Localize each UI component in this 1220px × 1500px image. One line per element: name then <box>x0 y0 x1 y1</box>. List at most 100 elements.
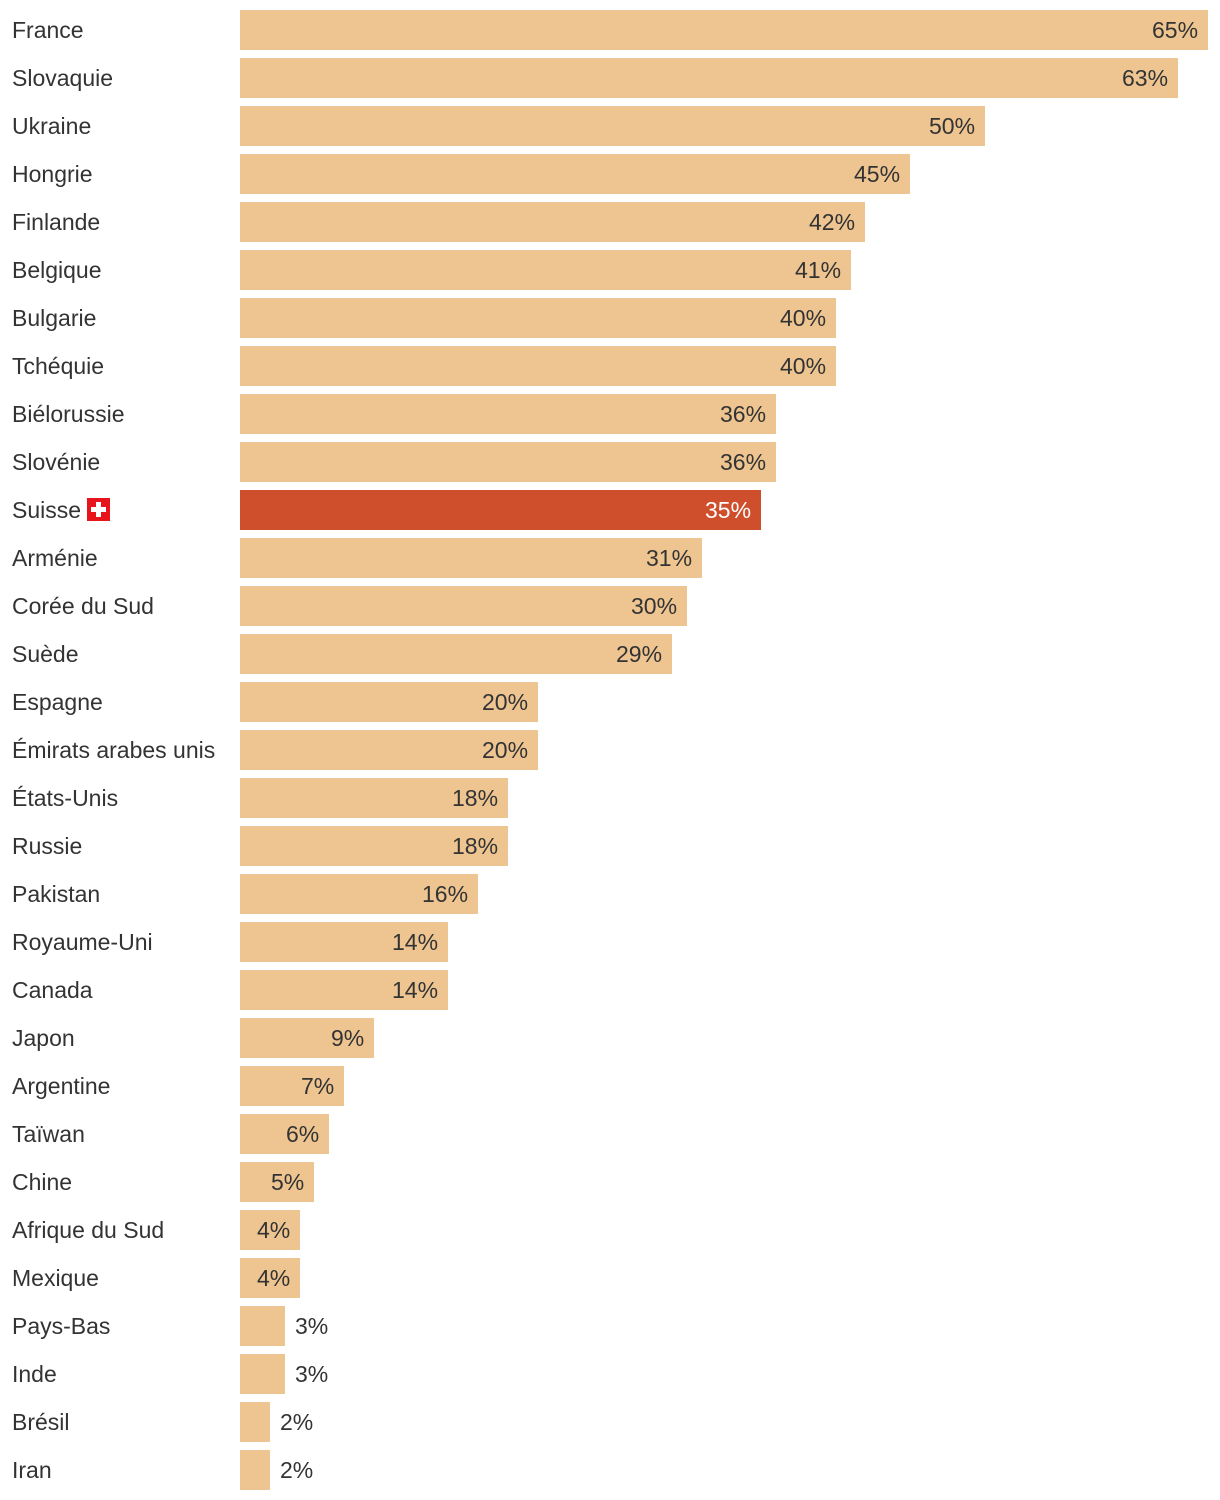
category-label: Bulgarie <box>12 298 96 338</box>
data-label: 29% <box>616 641 663 667</box>
category-label: Belgique <box>12 250 102 290</box>
data-label: 2% <box>280 1409 314 1435</box>
category-label: Pays-Bas <box>12 1306 110 1346</box>
bar <box>240 1114 329 1154</box>
category-label: Biélorussie <box>12 394 125 434</box>
data-label: 45% <box>854 161 901 187</box>
data-label: 7% <box>301 1073 335 1099</box>
bar <box>240 490 761 530</box>
category-label-text: Taïwan <box>12 1121 85 1147</box>
bar-row-taiwan: Taïwan 6% <box>0 1114 1220 1154</box>
category-label-text: Canada <box>12 977 93 1003</box>
bar-row-pakistan: Pakistan 16% <box>0 874 1220 914</box>
category-label: Iran <box>12 1450 52 1490</box>
bar <box>240 1402 270 1442</box>
category-label: Suisse <box>12 490 111 530</box>
bar-row-royaume-uni: Royaume-Uni 14% <box>0 922 1220 962</box>
category-label: Japon <box>12 1018 75 1058</box>
category-label-text: Suède <box>12 641 79 667</box>
category-label-text: Chine <box>12 1169 73 1195</box>
category-label: Suède <box>12 634 79 674</box>
bar <box>240 154 910 194</box>
category-label-text: Suisse <box>12 497 82 523</box>
category-label: Brésil <box>12 1402 70 1442</box>
category-label: Finlande <box>12 202 100 242</box>
data-label: 5% <box>271 1169 305 1195</box>
bar-row-finlande: Finlande 42% <box>0 202 1220 242</box>
category-label-text: Belgique <box>12 257 102 283</box>
category-label: Corée du Sud <box>12 586 154 626</box>
category-label: Pakistan <box>12 874 100 914</box>
category-label: France <box>12 10 84 50</box>
category-label: Taïwan <box>12 1114 85 1154</box>
data-label: 3% <box>295 1361 329 1387</box>
data-label: 35% <box>705 497 752 523</box>
bar <box>240 730 538 770</box>
category-label-text: Corée du Sud <box>12 593 154 619</box>
data-label: 63% <box>1122 65 1169 91</box>
bar-row-ukraine: Ukraine 50% <box>0 106 1220 146</box>
bar <box>240 394 776 434</box>
data-label: 50% <box>929 113 976 139</box>
category-label-text: Arménie <box>12 545 98 571</box>
category-label: Émirats arabes unis <box>12 730 215 770</box>
category-label: Inde <box>12 1354 57 1394</box>
bar <box>240 922 448 962</box>
bar <box>240 778 508 818</box>
category-label-text: Pakistan <box>12 881 101 907</box>
bar-row-bulgarie: Bulgarie 40% <box>0 298 1220 338</box>
data-label: 40% <box>780 353 827 379</box>
bar-row-canada: Canada 14% <box>0 970 1220 1010</box>
bar <box>240 586 687 626</box>
data-label: 3% <box>295 1313 329 1339</box>
bar-row-russie: Russie 18% <box>0 826 1220 866</box>
data-label: 36% <box>720 449 767 475</box>
category-label: Mexique <box>12 1258 99 1298</box>
bar-row-france: France 65% <box>0 10 1220 50</box>
category-label: Afrique du Sud <box>12 1210 164 1250</box>
category-label-text: Mexique <box>12 1265 99 1291</box>
bar <box>240 874 478 914</box>
bar-row-belgique: Belgique 41% <box>0 250 1220 290</box>
data-label: 14% <box>392 977 439 1003</box>
data-label: 31% <box>646 545 693 571</box>
bar-row-afrique-du-sud: Afrique du Sud 4% <box>0 1210 1220 1250</box>
data-label: 14% <box>392 929 439 955</box>
category-label-text: Slovénie <box>12 449 101 475</box>
category-label: Canada <box>12 970 93 1010</box>
swiss-flag-icon <box>87 498 111 521</box>
data-label: 41% <box>795 257 842 283</box>
category-label-text: Ukraine <box>12 113 92 139</box>
category-label-text: Bulgarie <box>12 305 97 331</box>
bar <box>240 298 836 338</box>
bar-row-espagne: Espagne 20% <box>0 682 1220 722</box>
bar <box>240 106 985 146</box>
category-label: Ukraine <box>12 106 91 146</box>
bar-row-suisse: Suisse 35% <box>0 490 1220 530</box>
bar-row-pays-bas: Pays-Bas 3% <box>0 1306 1220 1346</box>
bar <box>240 10 1208 50</box>
category-label-text: Royaume-Uni <box>12 929 153 955</box>
data-label: 6% <box>286 1121 320 1147</box>
category-label-text: Slovaquie <box>12 65 114 91</box>
bar <box>240 442 776 482</box>
category-label-text: France <box>12 17 84 43</box>
data-label: 4% <box>257 1217 291 1243</box>
bar-row-hongrie: Hongrie 45% <box>0 154 1220 194</box>
category-label: Russie <box>12 826 82 866</box>
category-label-text: Émirats arabes unis <box>12 737 216 763</box>
bar <box>240 970 448 1010</box>
category-label: Hongrie <box>12 154 93 194</box>
bar <box>240 1258 300 1298</box>
category-label-text: Afrique du Sud <box>12 1217 165 1243</box>
bar-row-etats-unis: États-Unis 18% <box>0 778 1220 818</box>
data-label: 40% <box>780 305 827 331</box>
bar-row-bresil: Brésil 2% <box>0 1402 1220 1442</box>
category-label-text: Iran <box>12 1457 52 1483</box>
category-label: Espagne <box>12 682 103 722</box>
bar <box>240 1450 270 1490</box>
category-label-text: Biélorussie <box>12 401 125 427</box>
category-label: Slovaquie <box>12 58 113 98</box>
bar-row-emirats-arabes-unis: Émirats arabes unis 20% <box>0 730 1220 770</box>
